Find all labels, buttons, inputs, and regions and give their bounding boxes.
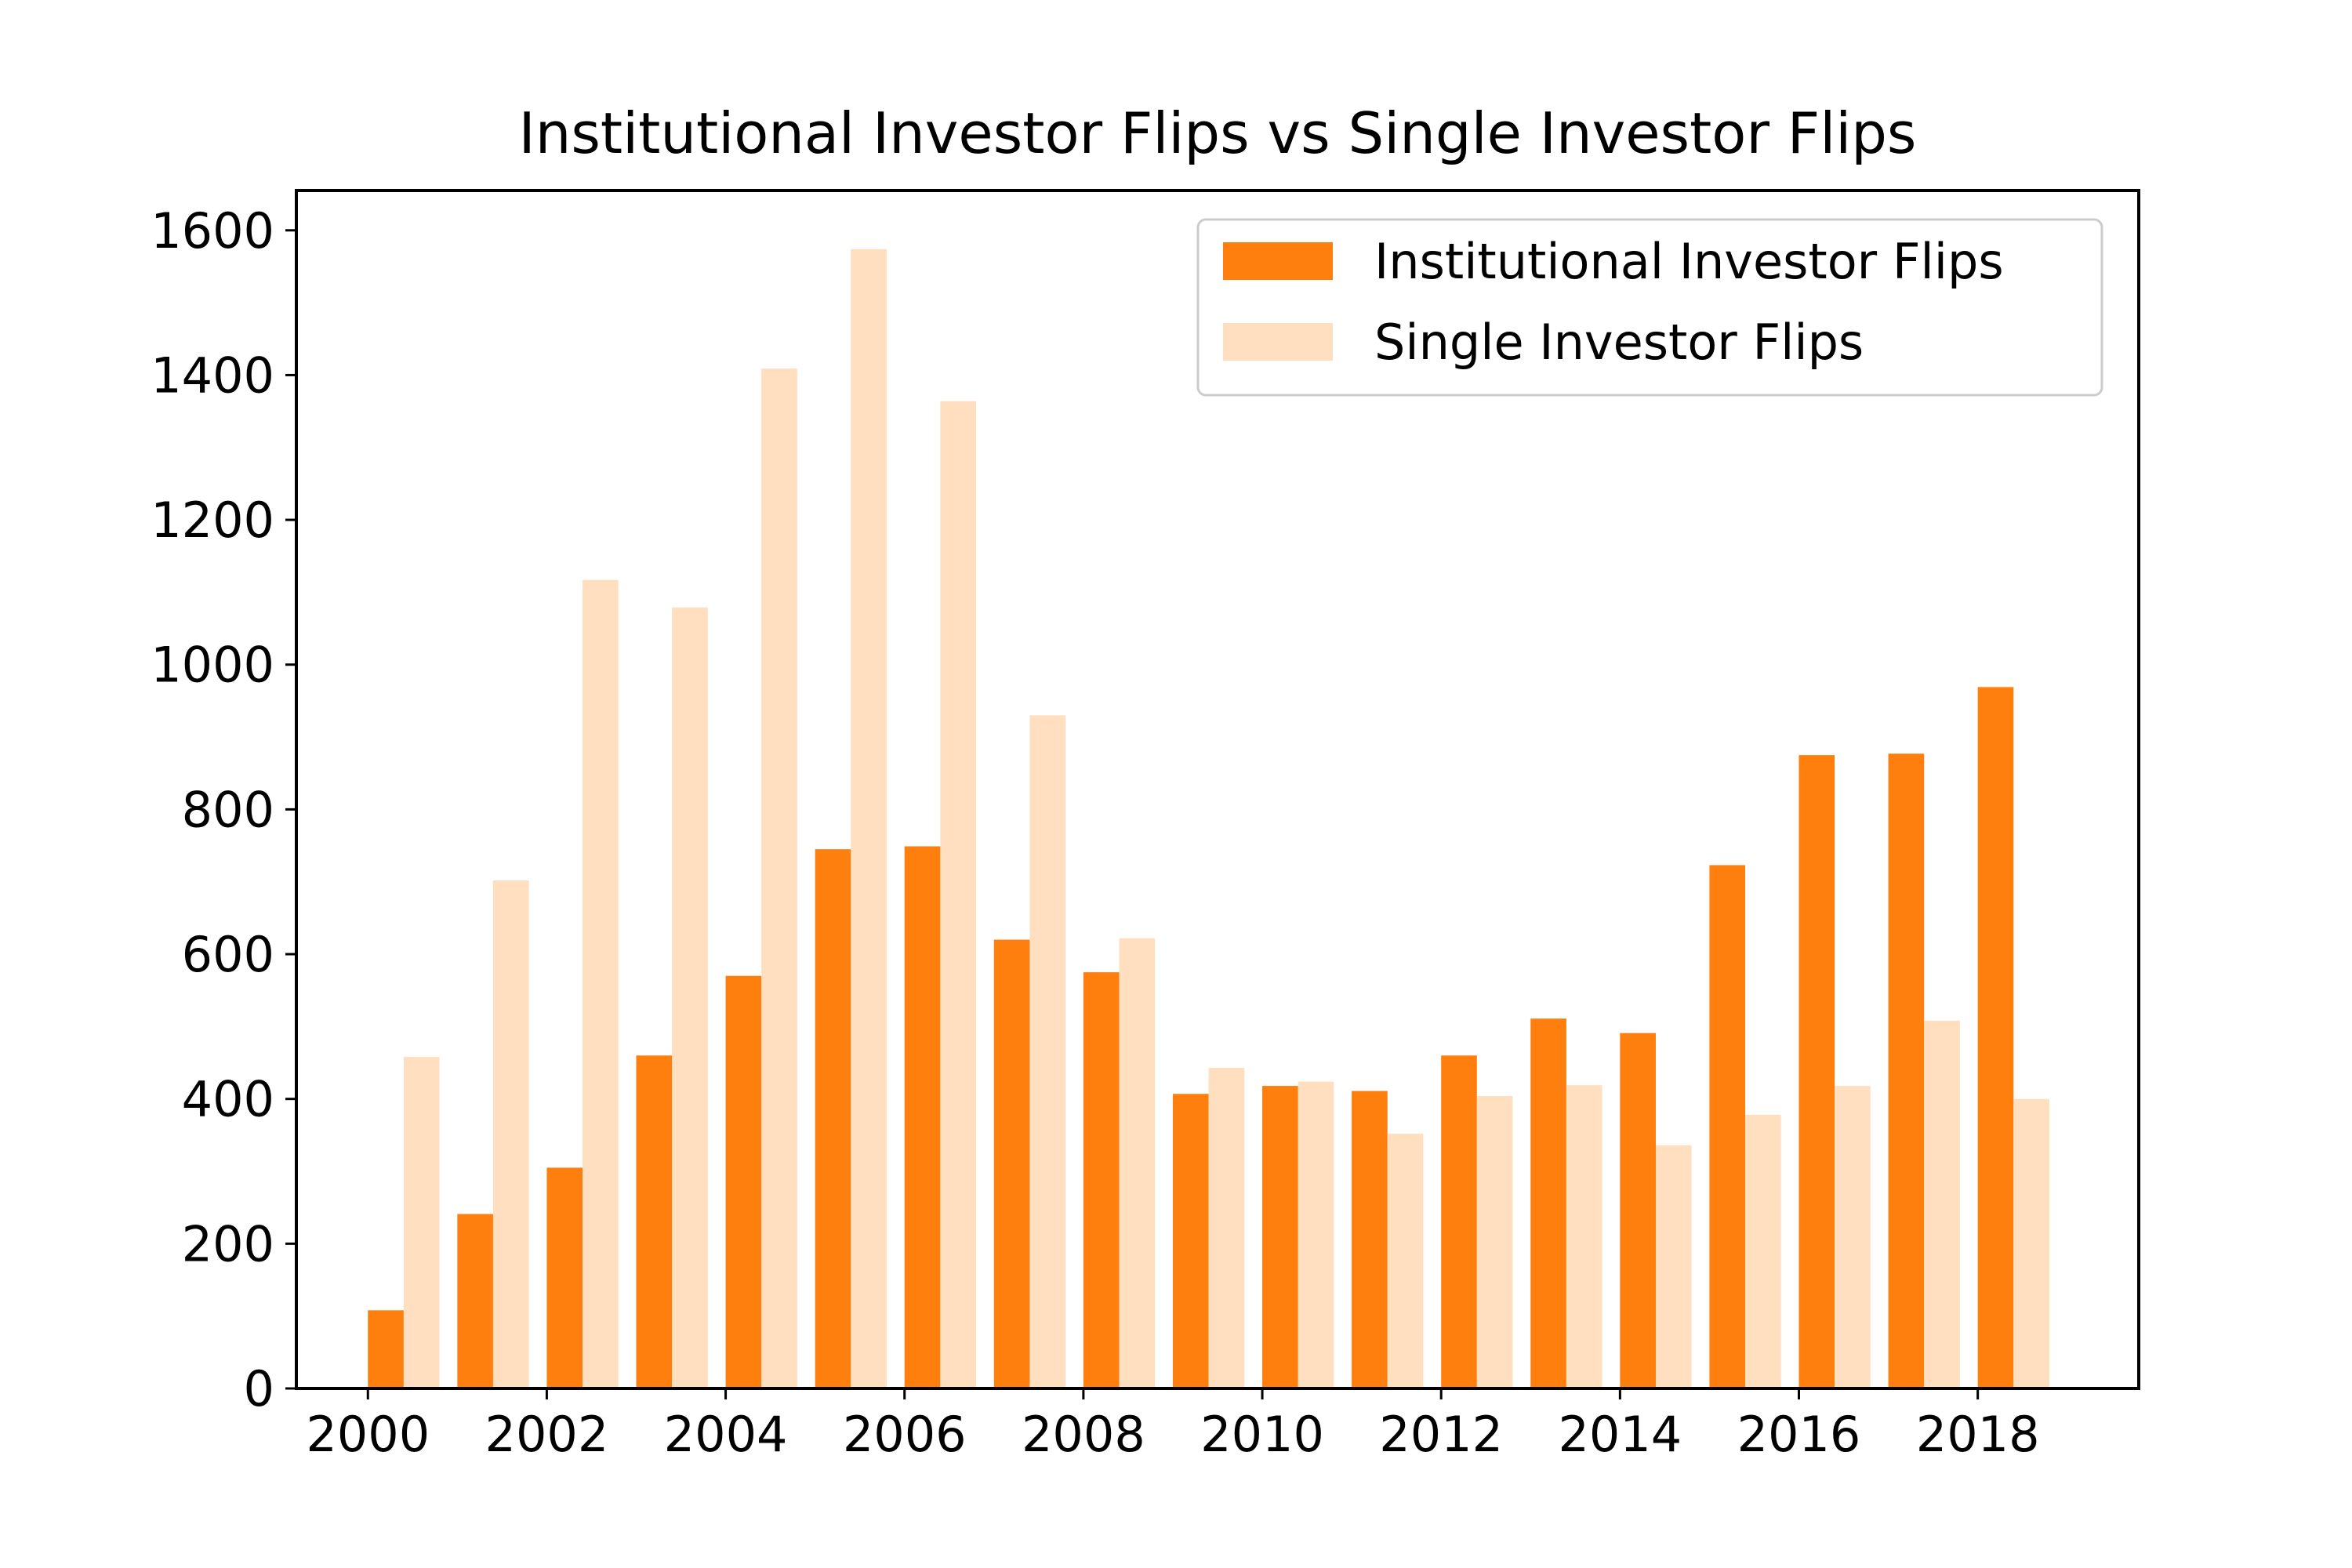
institutional-bar-2015 <box>1709 865 1746 1388</box>
institutional-bar-2003 <box>636 1055 673 1388</box>
x-tick-label: 2004 <box>664 1406 788 1463</box>
x-tick-label: 2012 <box>1379 1406 1503 1463</box>
y-tick-label: 600 <box>182 926 274 983</box>
institutional-bar-2005 <box>815 849 851 1388</box>
single-bar-2004 <box>761 368 797 1388</box>
single-bar-2009 <box>1208 1067 1245 1388</box>
single-bar-2013 <box>1566 1085 1602 1388</box>
legend: Institutional Investor Flips Single Inves… <box>1196 218 2103 397</box>
x-tick-label: 2018 <box>1916 1406 2040 1463</box>
institutional-bar-2004 <box>725 975 762 1388</box>
institutional-bar-2017 <box>1888 753 1925 1388</box>
single-bar-2012 <box>1476 1096 1513 1388</box>
y-tick-label: 1200 <box>151 492 274 549</box>
y-tick-label: 0 <box>244 1360 274 1417</box>
y-tick-label: 800 <box>182 781 274 838</box>
y-tick-label: 400 <box>182 1071 274 1128</box>
institutional-bar-2012 <box>1441 1055 1477 1388</box>
institutional-bar-2013 <box>1530 1018 1566 1388</box>
single-bar-2008 <box>1119 938 1156 1388</box>
single-bar-2006 <box>940 401 976 1389</box>
x-tick-label: 2016 <box>1737 1406 1861 1463</box>
x-tick-label: 2008 <box>1022 1406 1145 1463</box>
single-bar-2007 <box>1029 715 1066 1388</box>
single-bar-2002 <box>583 579 619 1389</box>
single-bar-2010 <box>1298 1081 1334 1388</box>
institutional-bar-2010 <box>1262 1086 1298 1388</box>
institutional-bar-2007 <box>993 939 1030 1388</box>
single-bar-2018 <box>2013 1098 2049 1388</box>
x-tick-label: 2000 <box>306 1406 430 1463</box>
legend-label: Single Investor Flips <box>1374 314 1864 371</box>
single-bar-2016 <box>1835 1086 1871 1388</box>
x-tick-label: 2006 <box>843 1406 967 1463</box>
x-tick-label: 2014 <box>1558 1406 1682 1463</box>
institutional-bar-2016 <box>1798 755 1835 1388</box>
y-tick-label: 1400 <box>151 347 274 404</box>
single-bar-2015 <box>1745 1115 1781 1388</box>
institutional-bar-2009 <box>1172 1094 1209 1388</box>
single-bar-2014 <box>1655 1145 1692 1388</box>
single-bar-2003 <box>672 607 708 1388</box>
chart-title: Institutional Investor Flips vs Single I… <box>519 100 1917 166</box>
institutional-bar-2011 <box>1352 1091 1388 1388</box>
institutional-bar-2001 <box>457 1214 493 1388</box>
single-bar-2001 <box>492 880 529 1388</box>
institutional-bar-2000 <box>368 1310 404 1388</box>
y-tick-label: 200 <box>182 1215 274 1272</box>
institutional-bar-2014 <box>1620 1033 1656 1388</box>
legend-box <box>1196 218 2103 397</box>
legend-swatch <box>1223 323 1333 361</box>
x-tick-label: 2002 <box>485 1406 609 1463</box>
institutional-bar-2006 <box>904 846 941 1388</box>
y-axis: 0 200 400 600 800 1000 1200 1400 1600 <box>151 202 296 1417</box>
single-bar-2011 <box>1387 1134 1424 1388</box>
x-axis: 2000 2002 2004 2006 2008 2010 2012 2014 2016 2018 <box>306 1388 2040 1463</box>
bars-layer <box>368 249 2049 1389</box>
single-bar-2017 <box>1924 1020 1960 1388</box>
y-tick-label: 1600 <box>151 202 274 260</box>
plot-frame <box>295 189 2140 1390</box>
legend-swatch <box>1223 242 1333 280</box>
legend-label: Institutional Investor Flips <box>1374 233 2004 290</box>
institutional-bar-2008 <box>1083 972 1120 1388</box>
single-bar-2000 <box>403 1057 440 1388</box>
institutional-bar-2002 <box>546 1167 583 1388</box>
institutional-bar-2018 <box>1977 687 2014 1388</box>
y-tick-label: 1000 <box>151 637 274 694</box>
single-bar-2005 <box>851 249 887 1388</box>
x-tick-label: 2010 <box>1200 1406 1324 1463</box>
